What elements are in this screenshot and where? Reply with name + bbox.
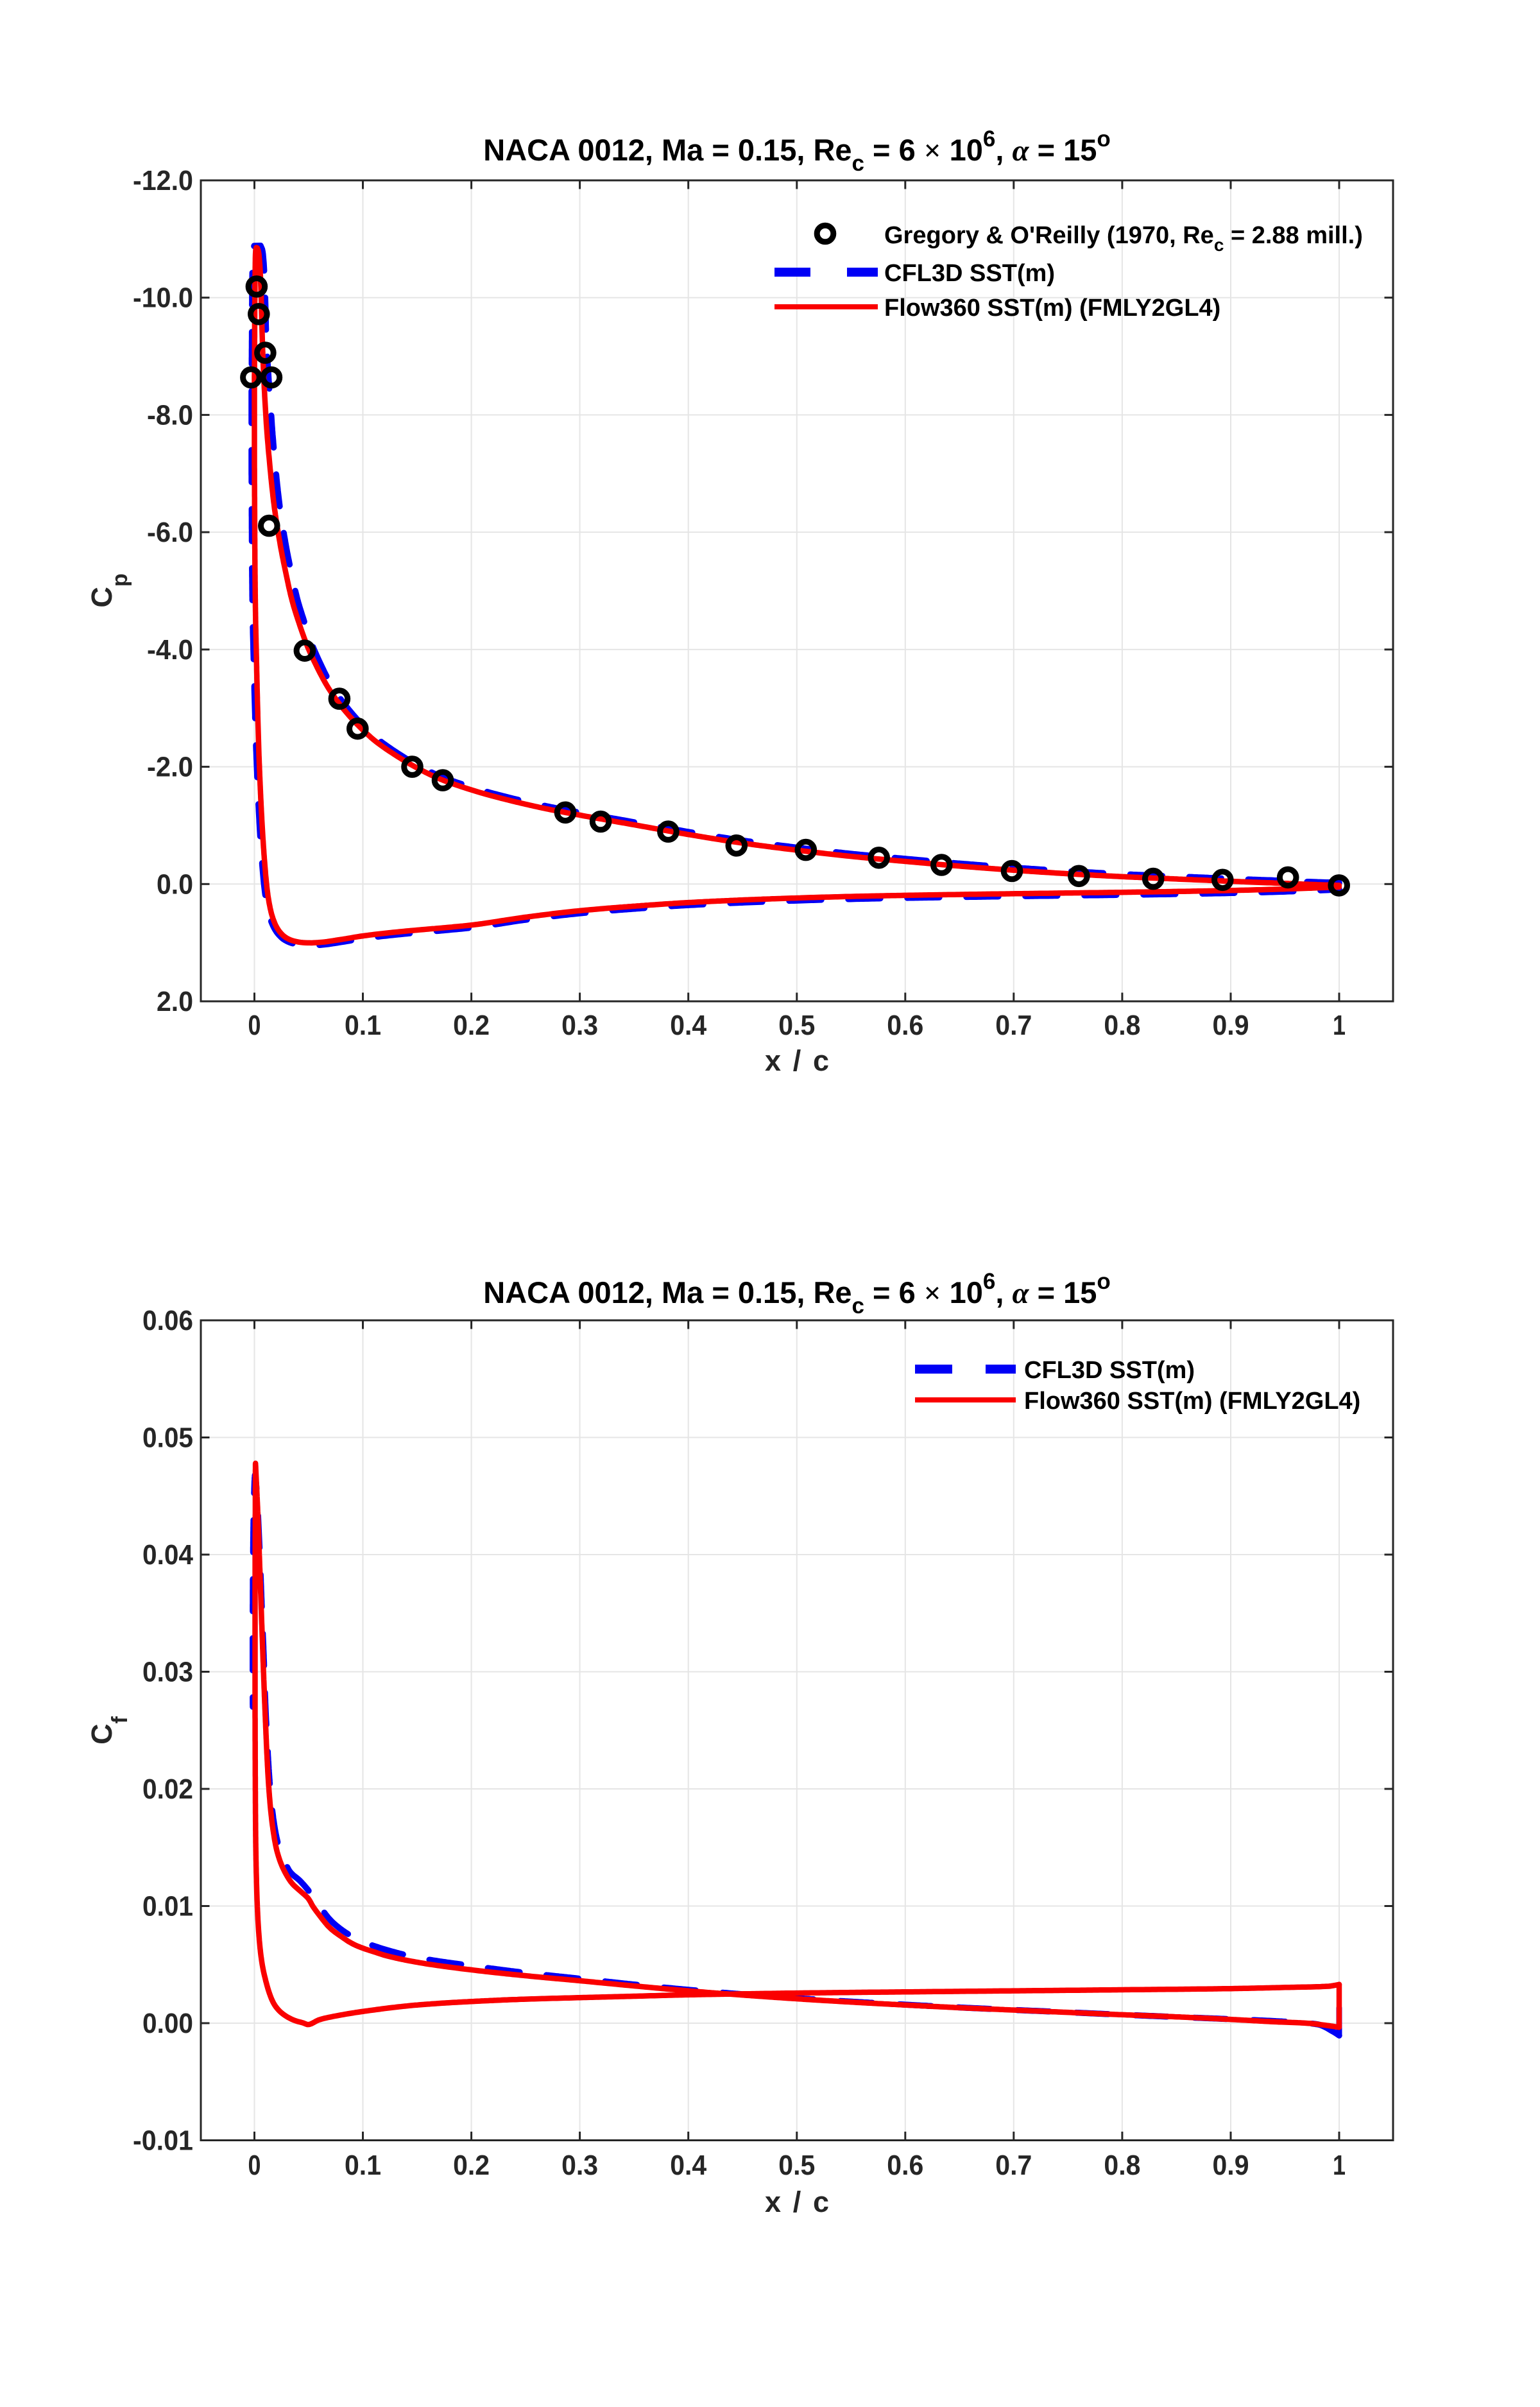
svg-text:0.01: 0.01 — [142, 1891, 193, 1922]
svg-text:x / c: x / c — [765, 1044, 829, 1077]
svg-text:0.9: 0.9 — [1213, 2150, 1249, 2181]
svg-text:0.06: 0.06 — [142, 1305, 193, 1336]
svg-text:0.03: 0.03 — [142, 1657, 193, 1688]
svg-text:0.6: 0.6 — [887, 2150, 923, 2181]
svg-text:0.7: 0.7 — [995, 1010, 1032, 1041]
svg-text:0.7: 0.7 — [995, 2150, 1032, 2181]
svg-text:0.3: 0.3 — [561, 2150, 598, 2181]
svg-text:-6.0: -6.0 — [147, 517, 193, 548]
svg-text:x / c: x / c — [765, 2186, 829, 2218]
svg-text:0.4: 0.4 — [670, 2150, 706, 2181]
svg-text:-4.0: -4.0 — [147, 634, 193, 666]
svg-text:-8.0: -8.0 — [147, 399, 193, 431]
svg-text:0.1: 0.1 — [345, 2150, 381, 2181]
svg-text:0.5: 0.5 — [778, 1010, 815, 1041]
svg-text:0.2: 0.2 — [453, 2150, 490, 2181]
svg-text:Flow360 SST(m) (FMLY2GL4): Flow360 SST(m) (FMLY2GL4) — [884, 295, 1220, 322]
svg-text:0.05: 0.05 — [142, 1422, 193, 1454]
svg-text:-12.0: -12.0 — [133, 165, 193, 196]
svg-text:1: 1 — [1333, 2150, 1346, 2181]
svg-text:-2.0: -2.0 — [147, 752, 193, 783]
svg-text:0.02: 0.02 — [142, 1773, 193, 1805]
svg-text:0.8: 0.8 — [1104, 1010, 1140, 1041]
svg-text:1: 1 — [1333, 1010, 1346, 1041]
svg-text:-10.0: -10.0 — [133, 282, 193, 314]
svg-text:0.9: 0.9 — [1213, 1010, 1249, 1041]
svg-text:CFL3D SST(m): CFL3D SST(m) — [1024, 1357, 1195, 1384]
svg-text:0.8: 0.8 — [1104, 2150, 1140, 2181]
svg-text:0: 0 — [248, 2150, 261, 2181]
svg-text:0: 0 — [248, 1010, 261, 1041]
svg-text:0.1: 0.1 — [345, 1010, 381, 1041]
svg-text:CFL3D SST(m): CFL3D SST(m) — [884, 260, 1055, 287]
svg-text:Flow360 SST(m) (FMLY2GL4): Flow360 SST(m) (FMLY2GL4) — [1024, 1388, 1360, 1415]
svg-text:0.2: 0.2 — [453, 1010, 490, 1041]
svg-text:0.0: 0.0 — [157, 868, 193, 900]
svg-text:0.04: 0.04 — [142, 1539, 193, 1571]
svg-text:-0.01: -0.01 — [133, 2125, 193, 2157]
svg-text:0.3: 0.3 — [561, 1010, 598, 1041]
svg-text:0.5: 0.5 — [778, 2150, 815, 2181]
svg-text:0.6: 0.6 — [887, 1010, 923, 1041]
svg-text:0.4: 0.4 — [670, 1010, 706, 1041]
svg-text:2.0: 2.0 — [157, 986, 193, 1017]
svg-text:0.00: 0.00 — [142, 2008, 193, 2039]
